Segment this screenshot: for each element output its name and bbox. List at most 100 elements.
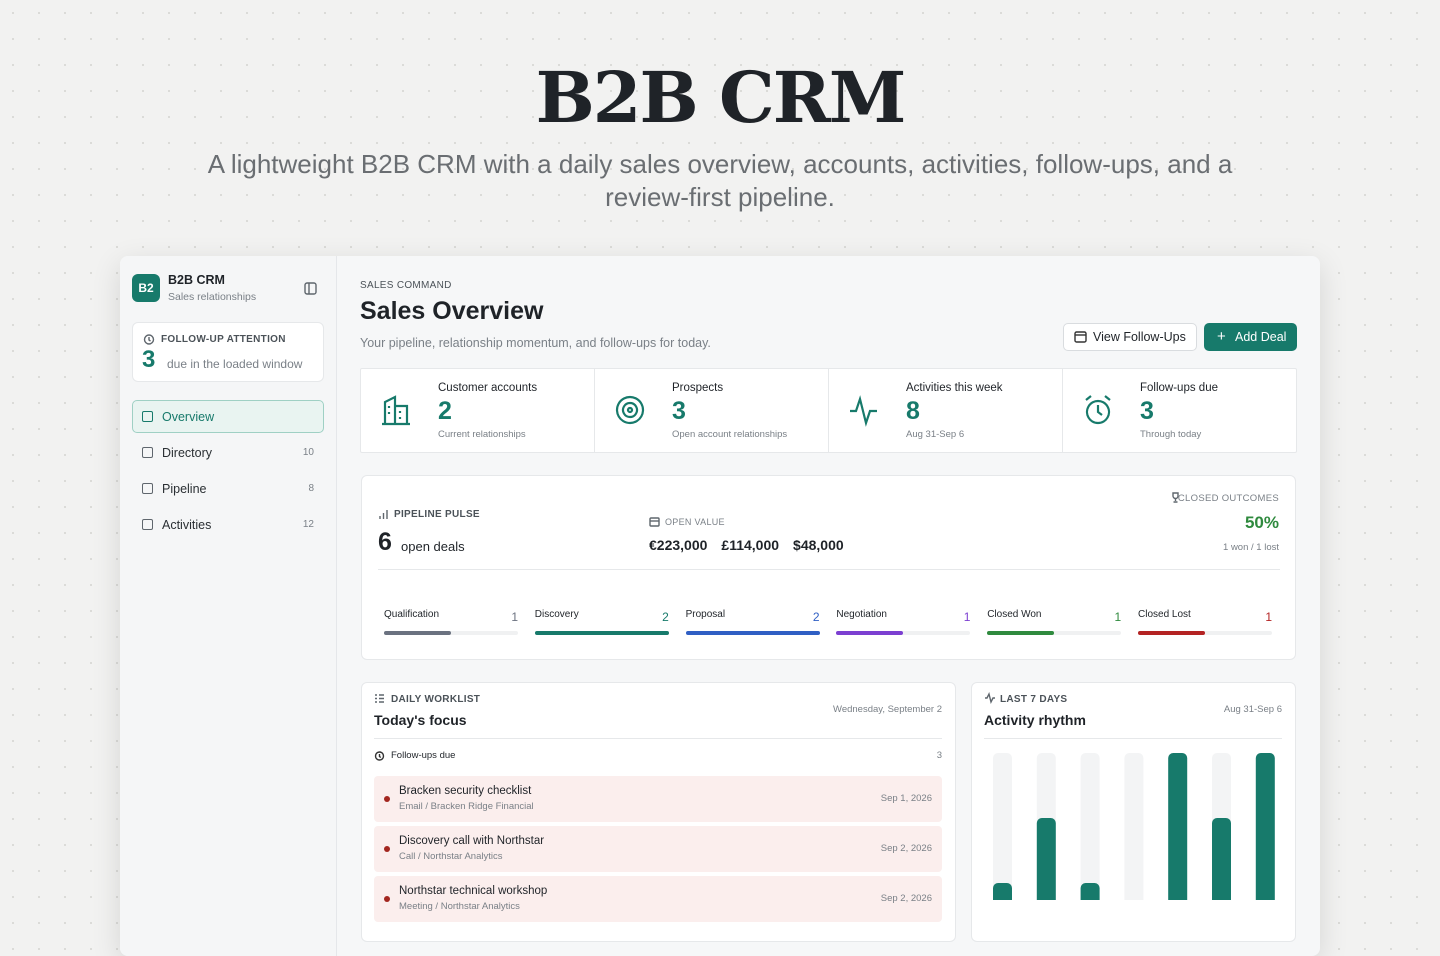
hero-subtitle: A lightweight B2B CRM with a daily sales…: [207, 149, 1233, 212]
stage-name: Closed Lost: [1138, 609, 1191, 620]
nav-active[interactable]: [132, 400, 324, 433]
divider: [828, 368, 829, 453]
nav-label[interactable]: Activities: [162, 518, 212, 532]
wallet-icon: [649, 517, 660, 527]
item-date: Sep 2, 2026: [880, 843, 932, 854]
stage-bar: [534, 631, 669, 635]
attention-label: FOLLOW-UP ATTENTION: [161, 334, 286, 345]
divider: [984, 738, 1282, 739]
item-meta: Meeting / Northstar Analytics: [399, 901, 520, 912]
group-label: Follow-ups due: [391, 750, 456, 761]
rhythm-bar: [1080, 883, 1100, 900]
worklist-title: Today's focus: [374, 712, 467, 728]
rhythm-range: Aug 31-Sep 6: [1223, 704, 1282, 715]
item-meta: Email / Bracken Ridge Financial: [399, 801, 534, 812]
nav-icon: [142, 447, 153, 458]
stat-note: Through today: [1140, 429, 1202, 440]
collapse-icon[interactable]: [304, 282, 317, 295]
stat-icon: [1085, 395, 1111, 425]
item-title: Discovery call with Northstar: [399, 835, 545, 847]
nav-label[interactable]: Pipeline: [162, 482, 207, 496]
divider: [378, 569, 1280, 570]
logo: B2: [132, 274, 160, 302]
stat-icon: [850, 395, 877, 427]
divider: [594, 368, 595, 453]
stage-bar: [685, 631, 820, 635]
nav-label[interactable]: Directory: [162, 446, 213, 460]
stage-track: [1138, 631, 1272, 635]
status-dot: [384, 896, 390, 902]
app-name: B2B CRM: [168, 273, 225, 287]
eyebrow: SALES COMMAND: [360, 280, 452, 291]
rhythm-label: LAST 7 DAYS: [1000, 694, 1068, 705]
open-value: £114,000: [721, 537, 780, 553]
alarm-icon: [143, 334, 155, 345]
rhythm-title: Activity rhythm: [984, 712, 1086, 728]
stat-label: Customer accounts: [438, 382, 538, 394]
stage-track: [836, 631, 971, 635]
status-dot: [384, 796, 390, 802]
item-date: Sep 1, 2026: [880, 793, 932, 804]
item-title: Northstar technical workshop: [399, 885, 548, 897]
bars-icon: [379, 510, 388, 519]
stage-count: 1: [963, 610, 971, 624]
pulse-card: [361, 475, 1296, 660]
rhythm-track: [1124, 753, 1144, 900]
plus-icon: +: [1217, 328, 1226, 345]
stage-track: [384, 631, 518, 635]
attention-card: [132, 322, 324, 382]
pulse-count: 6: [378, 528, 392, 556]
nav-label[interactable]: Overview: [162, 410, 215, 424]
stage-count: 1: [1265, 610, 1272, 624]
alarm-icon: [374, 751, 385, 761]
rhythm-chart: [993, 753, 1275, 900]
stat-icon: [615, 395, 645, 425]
stat-value: 3: [1140, 397, 1154, 425]
pulse-count-text: open deals: [401, 539, 465, 554]
pulse-icon: [985, 692, 995, 704]
stage-name: Negotiation: [836, 609, 887, 620]
stage-count: 1: [1114, 610, 1122, 624]
stage-count: 2: [812, 610, 820, 624]
item-date: Sep 2, 2026: [880, 893, 932, 904]
stat-note: Aug 31-Sep 6: [906, 429, 965, 440]
item-title: Bracken security checklist: [399, 785, 532, 797]
stage-track: [987, 631, 1122, 635]
closed-label: CLOSED OUTCOMES: [1177, 493, 1279, 504]
page-title: Sales Overview: [360, 297, 544, 325]
add-deal-button[interactable]: [1204, 323, 1297, 351]
stage-name: Closed Won: [987, 609, 1042, 620]
stage-bar: [384, 631, 451, 635]
stat-note: Open account relationships: [672, 429, 788, 440]
closed-rate: 50%: [1244, 513, 1279, 532]
trophy-icon: [1172, 492, 1179, 503]
group-count: 3: [936, 750, 942, 761]
rhythm-bar: [1255, 753, 1275, 900]
attention-count: 3: [142, 346, 156, 373]
stat-icon: [382, 395, 410, 426]
nav-icon: [142, 519, 153, 530]
rhythm-bar: [993, 883, 1012, 900]
hero-title: B2B CRM: [535, 56, 907, 139]
view-followups-label[interactable]: View Follow-Ups: [1093, 330, 1186, 344]
open-value-label: OPEN VALUE: [665, 517, 725, 527]
calendar-icon: [1074, 331, 1087, 343]
stage-name: Discovery: [534, 609, 579, 620]
worklist-item[interactable]: [374, 826, 942, 872]
attention-text: due in the loaded window: [167, 357, 303, 371]
worklist-item[interactable]: [374, 776, 942, 822]
stage-name: Qualification: [384, 609, 440, 620]
app-tagline: Sales relationships: [168, 291, 257, 303]
closed-note: 1 won / 1 lost: [1223, 542, 1279, 553]
add-deal-label[interactable]: Add Deal: [1235, 330, 1287, 344]
stat-label: Follow-ups due: [1140, 382, 1218, 394]
list-icon: [375, 694, 384, 703]
open-value: €223,000: [649, 537, 708, 553]
rhythm-bar: [1212, 818, 1231, 900]
stat-note: Current relationships: [438, 429, 526, 440]
worklist-item[interactable]: [374, 876, 942, 922]
rhythm-track: [1080, 753, 1100, 900]
item-meta: Call / Northstar Analytics: [399, 851, 503, 862]
rhythm-bar: [1036, 818, 1056, 900]
nav-count: 8: [308, 483, 314, 494]
